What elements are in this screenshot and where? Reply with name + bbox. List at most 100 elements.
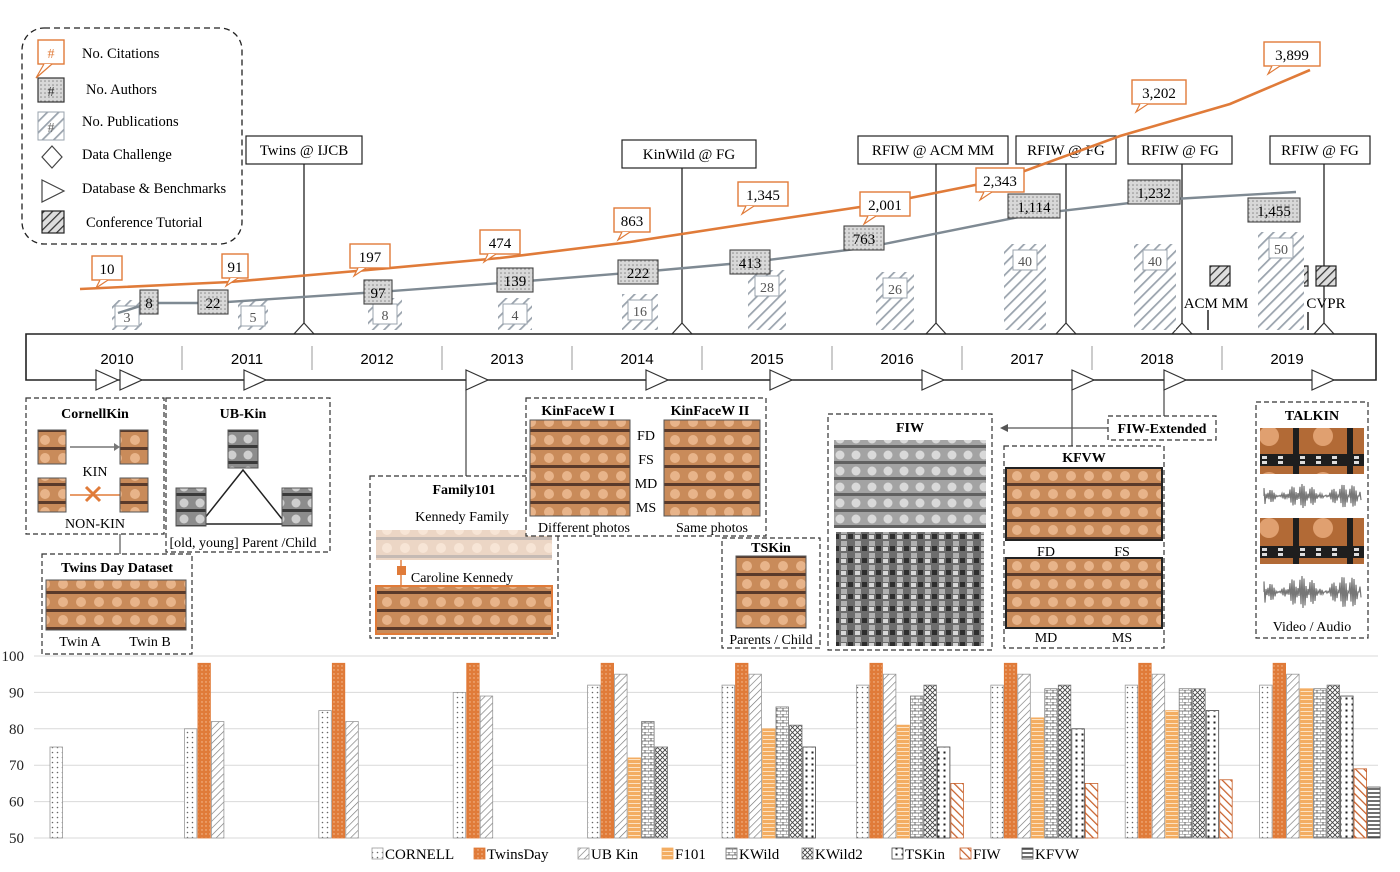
- legend-label-twinsday: TwinsDay: [487, 847, 549, 863]
- bar-cornell-2010: [49, 746, 63, 839]
- dataset-tskin: TSKin Parents / Child: [721, 537, 821, 649]
- bar-kwild2-2016: [923, 684, 937, 839]
- bar-cornell-2016: [856, 684, 870, 839]
- arrow-left-icon: [1000, 424, 1008, 432]
- dataset-kfvw: KFVW FD FS MD MS: [1003, 445, 1165, 649]
- fiw-extended-title: FIW-Extended: [1118, 422, 1207, 437]
- twinsday-twin-a: Twin A: [59, 635, 101, 650]
- citations-value: 197: [359, 250, 382, 266]
- kinface-caption1: Different photos: [538, 521, 630, 536]
- bar-chart: 50 60 70 80 90 100: [2, 649, 1381, 847]
- bar-ub-kin-2016: [883, 673, 897, 839]
- authors-value: 139: [504, 274, 527, 290]
- bar-twinsday-2019: [1272, 662, 1286, 839]
- authors-value: 1,114: [1017, 200, 1051, 216]
- bar-fiw-2016: [950, 783, 964, 839]
- authors-value-box: [139, 289, 159, 315]
- family101-member: Caroline Kennedy: [411, 571, 513, 586]
- bar-twinsday-2017: [1003, 662, 1018, 839]
- bar-kfvw-2019: [1367, 786, 1381, 839]
- authors-value: 763: [853, 232, 876, 248]
- svg-text:#: #: [48, 47, 55, 62]
- legend-database-label: Database & Benchmarks: [82, 181, 227, 197]
- kinfacew2-title: KinFaceW II: [671, 404, 750, 419]
- bar-ub-kin-2015: [748, 673, 762, 839]
- authors-value-box: [1127, 179, 1181, 205]
- legend-label-kwild2: KWild2: [815, 847, 863, 863]
- kinface-caption2: Same photos: [676, 521, 748, 536]
- bar-kwild-2016: [910, 695, 924, 839]
- citations-value-box: [349, 243, 391, 269]
- year-label-2015: 2015: [750, 351, 783, 368]
- publications-value: 5: [250, 311, 257, 326]
- bar-f101-2015: [762, 728, 776, 839]
- database-triangle-icon: [465, 369, 490, 391]
- legend-label-kfvw: KFVW: [1035, 847, 1080, 863]
- citations-value: 2,343: [983, 174, 1017, 190]
- trend-series: 3 5 8 4 16 28 26 40 40 50 8 22 97 139 222 413 763 1,114 1,…: [79, 41, 1321, 330]
- dataset-talkin: TALKIN Video / Audio: [1255, 401, 1369, 639]
- legend-citations-icon: #: [35, 39, 65, 79]
- database-triangle-icon: [645, 369, 670, 391]
- authors-value-box: [363, 279, 393, 305]
- bar-kwild2-2015: [789, 724, 803, 839]
- citations-value-box: [1131, 79, 1187, 105]
- film-strip-icon: [1260, 428, 1364, 474]
- kinface-row-fd: FD: [637, 429, 655, 444]
- legend-authors-icon: #: [37, 77, 65, 103]
- citations-value: 3,202: [1142, 86, 1176, 102]
- publications-value: 16: [633, 305, 647, 320]
- chart-legend: CORNELL TwinsDay UB Kin F101 KWild KWild2 TSKi…: [371, 847, 1080, 863]
- callout-tail: [1134, 103, 1149, 114]
- tutorial-acmmm-label: ACM MM: [1184, 296, 1249, 312]
- event-label: RFIW @ ACM MM: [872, 143, 994, 159]
- authors-value: 1,455: [1257, 204, 1291, 220]
- twinsday-title: Twins Day Dataset: [61, 561, 173, 576]
- legend-label-tskin: TSKin: [905, 847, 946, 863]
- bar-fiw-2017: [1084, 783, 1099, 839]
- legend-label-ub-kin: UB Kin: [591, 847, 639, 863]
- citations-value-box: [479, 229, 521, 255]
- bar-f101-2018: [1165, 710, 1179, 839]
- kinface-row-md: MD: [635, 477, 658, 492]
- legend-authors-label: No. Authors: [86, 82, 157, 98]
- bar-twinsday-2014: [600, 662, 614, 839]
- citations-value-box: [613, 207, 651, 233]
- audio-wave-icon: [1263, 484, 1362, 508]
- bar-cornell-2019: [1259, 684, 1273, 839]
- citations-value: 91: [228, 260, 243, 276]
- kfvw-fs: FS: [1114, 545, 1130, 560]
- y-tick-label: 70: [9, 758, 24, 774]
- dataset-twinsday: Twins Day Dataset Twin A Twin B: [41, 553, 193, 655]
- legend-label-cornell: CORNELL: [385, 847, 454, 863]
- bar-ub-kin-2019: [1286, 673, 1300, 839]
- authors-value-box: [729, 249, 771, 275]
- authors-value-box: [197, 289, 229, 315]
- legend-swatch-kwild2: [801, 847, 814, 860]
- family101-family: Kennedy Family: [415, 510, 509, 525]
- year-label-2019: 2019: [1270, 351, 1303, 368]
- cornellkin-title: CornellKin: [61, 407, 129, 422]
- callout-tail: [224, 277, 239, 288]
- dataset-fiw: FIW: [827, 413, 993, 651]
- fiw-title: FIW: [896, 421, 924, 436]
- authors-value: 413: [739, 256, 762, 272]
- y-tick-label: 50: [9, 831, 24, 847]
- tutorial-acmmm-icon: [1209, 265, 1231, 287]
- citations-value: 10: [100, 262, 115, 278]
- year-label-2018: 2018: [1140, 351, 1173, 368]
- dataset-ubkin: UB-Kin [old, young] Parent /Child: [165, 397, 331, 553]
- legend-swatch-cornell: [371, 847, 384, 860]
- family101-title: Family101: [433, 483, 496, 498]
- bar-twinsday-2011: [197, 662, 211, 839]
- bar-twinsday-2018: [1138, 662, 1152, 839]
- citations-line: [79, 68, 1311, 291]
- database-triangle-icon: [243, 369, 268, 391]
- bar-cornell-2013: [452, 692, 467, 839]
- authors-value-box: [1247, 197, 1301, 223]
- callout-tail: [862, 215, 877, 226]
- bar-ub-kin-2013: [479, 695, 494, 839]
- y-tick-label: 60: [9, 795, 24, 811]
